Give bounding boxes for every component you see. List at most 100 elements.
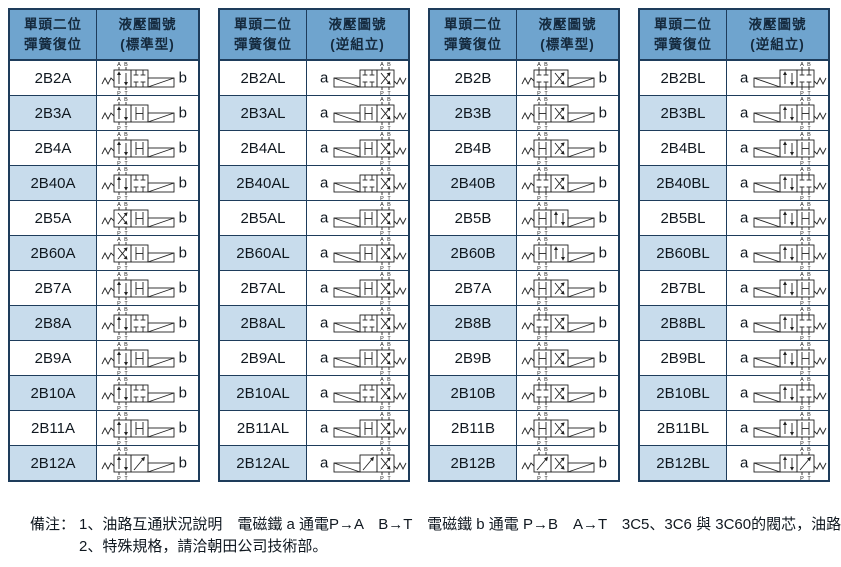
svg-text:B: B bbox=[544, 272, 548, 278]
model-cell: 2B10A bbox=[10, 376, 97, 410]
model-cell: 2B10B bbox=[430, 376, 517, 410]
hydraulic-symbol-diagram: A B P T bbox=[521, 272, 595, 306]
svg-text:A: A bbox=[117, 377, 121, 383]
position-letter: b bbox=[178, 454, 187, 472]
column-header-diagram: 液壓圖號 (標準型) bbox=[517, 10, 618, 59]
svg-text:P: P bbox=[380, 441, 384, 446]
svg-text:T: T bbox=[807, 266, 811, 271]
model-cell: 2B5AL bbox=[220, 201, 307, 235]
svg-text:B: B bbox=[124, 62, 128, 68]
header-line: 液壓圖號 bbox=[328, 16, 387, 32]
model-cell: 2B60A bbox=[10, 236, 97, 270]
hydraulic-symbol-diagram: A B P T bbox=[101, 62, 175, 96]
svg-text:A: A bbox=[117, 237, 121, 243]
svg-text:B: B bbox=[544, 377, 548, 383]
hydraulic-symbol-diagram: A B P T bbox=[333, 307, 407, 341]
svg-text:A: A bbox=[800, 342, 804, 348]
model-cell: 2B40BL bbox=[640, 166, 727, 200]
svg-text:T: T bbox=[544, 161, 548, 166]
svg-text:P: P bbox=[117, 231, 121, 236]
svg-text:B: B bbox=[124, 272, 128, 278]
hydraulic-symbol-diagram: A B P T bbox=[753, 447, 827, 481]
position-letter: a bbox=[740, 454, 749, 472]
table-header: 單頭二位 彈簧復位 液壓圖號 (逆組立) bbox=[220, 10, 408, 60]
model-cell: 2B12AL bbox=[220, 446, 307, 480]
svg-text:P: P bbox=[117, 406, 121, 411]
svg-text:A: A bbox=[800, 412, 804, 418]
svg-text:T: T bbox=[124, 196, 128, 201]
model-cell: 2B7BL bbox=[640, 271, 727, 305]
hydraulic-symbol-diagram: A B P T bbox=[753, 167, 827, 201]
hydraulic-symbol-diagram: A B P T bbox=[101, 377, 175, 411]
position-letter: b bbox=[598, 139, 607, 157]
svg-text:P: P bbox=[800, 126, 804, 131]
svg-text:P: P bbox=[800, 336, 804, 341]
position-letter: b bbox=[178, 384, 187, 402]
svg-text:P: P bbox=[380, 266, 384, 271]
note-line-2: 2、特殊規格，請洽朝田公司技術部。 bbox=[79, 538, 328, 555]
svg-text:T: T bbox=[544, 476, 548, 481]
svg-text:P: P bbox=[380, 161, 384, 166]
svg-text:P: P bbox=[800, 476, 804, 481]
svg-text:P: P bbox=[537, 406, 541, 411]
svg-text:P: P bbox=[800, 301, 804, 306]
svg-text:B: B bbox=[807, 412, 811, 418]
svg-text:T: T bbox=[124, 441, 128, 446]
svg-text:P: P bbox=[117, 301, 121, 306]
svg-text:P: P bbox=[537, 371, 541, 376]
svg-text:P: P bbox=[800, 371, 804, 376]
svg-text:A: A bbox=[537, 202, 541, 208]
hydraulic-symbol-diagram: A B P T bbox=[101, 237, 175, 271]
svg-text:B: B bbox=[124, 342, 128, 348]
svg-text:T: T bbox=[124, 161, 128, 166]
svg-text:T: T bbox=[387, 336, 391, 341]
svg-text:B: B bbox=[387, 202, 391, 208]
svg-text:B: B bbox=[807, 237, 811, 243]
svg-text:B: B bbox=[544, 447, 548, 453]
svg-text:T: T bbox=[124, 406, 128, 411]
svg-text:A: A bbox=[380, 167, 384, 173]
svg-text:T: T bbox=[807, 231, 811, 236]
model-cell: 2B9A bbox=[10, 341, 97, 375]
svg-text:B: B bbox=[807, 97, 811, 103]
svg-text:A: A bbox=[800, 62, 804, 68]
position-letter: b bbox=[598, 419, 607, 437]
position-letter: a bbox=[740, 244, 749, 262]
svg-text:T: T bbox=[387, 301, 391, 306]
position-letter: b bbox=[598, 454, 607, 472]
svg-text:B: B bbox=[807, 62, 811, 68]
hydraulic-symbol-diagram: A B P T bbox=[101, 97, 175, 131]
hydraulic-symbol-diagram: A B P T bbox=[521, 97, 595, 131]
svg-text:A: A bbox=[380, 237, 384, 243]
svg-text:P: P bbox=[380, 91, 384, 96]
svg-text:T: T bbox=[387, 406, 391, 411]
hydraulic-symbol-diagram: A B P T bbox=[521, 62, 595, 96]
model-cell: 2B12BL bbox=[640, 446, 727, 480]
model-cell: 2B3AL bbox=[220, 96, 307, 130]
svg-text:P: P bbox=[380, 301, 384, 306]
hydraulic-symbol-diagram: A B P T bbox=[753, 202, 827, 236]
svg-text:A: A bbox=[537, 62, 541, 68]
position-letter: a bbox=[320, 174, 329, 192]
